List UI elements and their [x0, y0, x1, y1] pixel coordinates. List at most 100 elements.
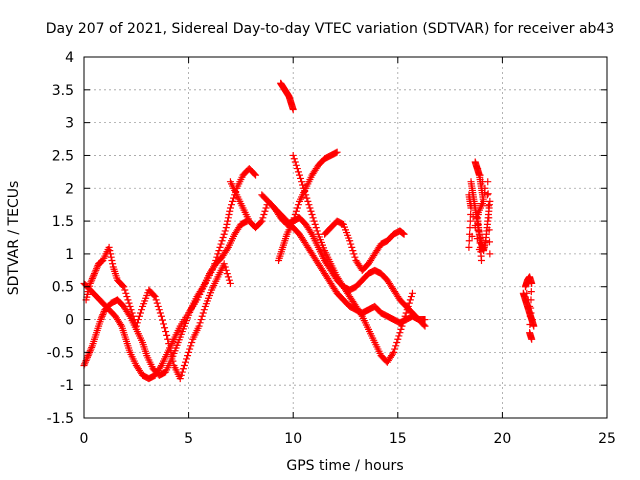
data-point [303, 194, 311, 202]
data-point [184, 352, 192, 360]
series-track-11 [519, 273, 538, 343]
data-point [109, 260, 117, 268]
data-points [80, 79, 538, 383]
data-point [97, 314, 105, 322]
data-point [99, 311, 107, 319]
data-point [155, 306, 163, 314]
data-point [404, 302, 412, 310]
data-point [298, 178, 306, 186]
data-point [474, 211, 482, 219]
data-point [126, 302, 134, 310]
x-tick-label: 15 [389, 431, 407, 447]
data-point [526, 302, 534, 310]
data-point [294, 168, 302, 176]
data-point [186, 345, 194, 353]
data-point [106, 247, 114, 255]
data-point [224, 217, 232, 225]
data-point [313, 227, 321, 235]
data-point [86, 347, 94, 355]
data-point [309, 214, 317, 222]
data-point [222, 224, 230, 232]
data-point [486, 250, 494, 258]
data-point [88, 275, 96, 283]
data-point [484, 178, 492, 186]
data-point [466, 217, 474, 225]
data-point [289, 106, 297, 114]
data-point [257, 218, 265, 226]
data-point [526, 320, 534, 328]
data-point [105, 243, 113, 251]
data-point [421, 316, 429, 324]
data-point [156, 363, 164, 371]
data-point [136, 309, 144, 317]
data-point [401, 312, 409, 320]
data-point [187, 342, 195, 350]
data-point [406, 296, 414, 304]
data-point [527, 296, 535, 304]
y-axis: -1.5 -1 -0.5 0 0.5 1 1.5 2 2.5 3 3.5 4 [47, 50, 607, 427]
series-track-8 [321, 217, 408, 274]
data-point [158, 316, 166, 324]
y-tick-label: 3 [65, 116, 74, 132]
data-point [198, 284, 206, 292]
data-point [230, 194, 238, 202]
data-point [166, 344, 174, 352]
data-point [485, 226, 493, 234]
series-track-9 [277, 79, 297, 114]
data-point [88, 276, 96, 284]
data-point [229, 197, 237, 205]
x-axis: 0 5 10 15 20 25 [80, 57, 616, 447]
data-point [295, 171, 303, 179]
data-point [225, 276, 233, 284]
data-point [350, 250, 358, 258]
data-point [477, 200, 485, 208]
data-point [390, 348, 398, 356]
data-point [124, 296, 132, 304]
data-point [292, 161, 300, 169]
data-point [90, 271, 98, 279]
data-point [484, 190, 492, 198]
data-point [157, 312, 165, 320]
data-point [84, 352, 92, 360]
data-point [185, 348, 193, 356]
y-tick-label: -0.5 [47, 345, 74, 361]
data-point [402, 309, 410, 317]
data-point [177, 371, 185, 379]
data-point [98, 312, 106, 320]
data-point [85, 350, 93, 358]
data-point [179, 365, 187, 373]
y-tick-label: -1 [60, 378, 74, 394]
data-point [394, 335, 402, 343]
data-point [128, 309, 136, 317]
data-point [125, 299, 133, 307]
data-point [259, 214, 267, 222]
data-point [161, 324, 169, 332]
data-point [81, 358, 89, 366]
data-point [408, 289, 416, 297]
data-point [526, 312, 534, 320]
data-point [224, 214, 232, 222]
data-point [391, 345, 399, 353]
x-tick-label: 20 [493, 431, 511, 447]
plot-frame [83, 56, 608, 419]
data-point [397, 325, 405, 333]
data-point [195, 322, 203, 330]
data-point [226, 279, 234, 287]
data-point [465, 243, 473, 251]
data-point [527, 304, 535, 312]
data-point [301, 188, 309, 196]
data-point [215, 247, 223, 255]
data-point [471, 221, 479, 229]
x-tick-label: 0 [80, 431, 89, 447]
y-tick-label: 0 [65, 313, 74, 329]
data-point [224, 273, 232, 281]
data-point [348, 243, 356, 251]
data-point [220, 230, 228, 238]
data-point [199, 309, 207, 317]
data-point [167, 348, 175, 356]
series-track-3 [82, 243, 234, 383]
x-tick-label: 25 [598, 431, 616, 447]
data-point [86, 279, 94, 287]
data-point [176, 375, 184, 383]
